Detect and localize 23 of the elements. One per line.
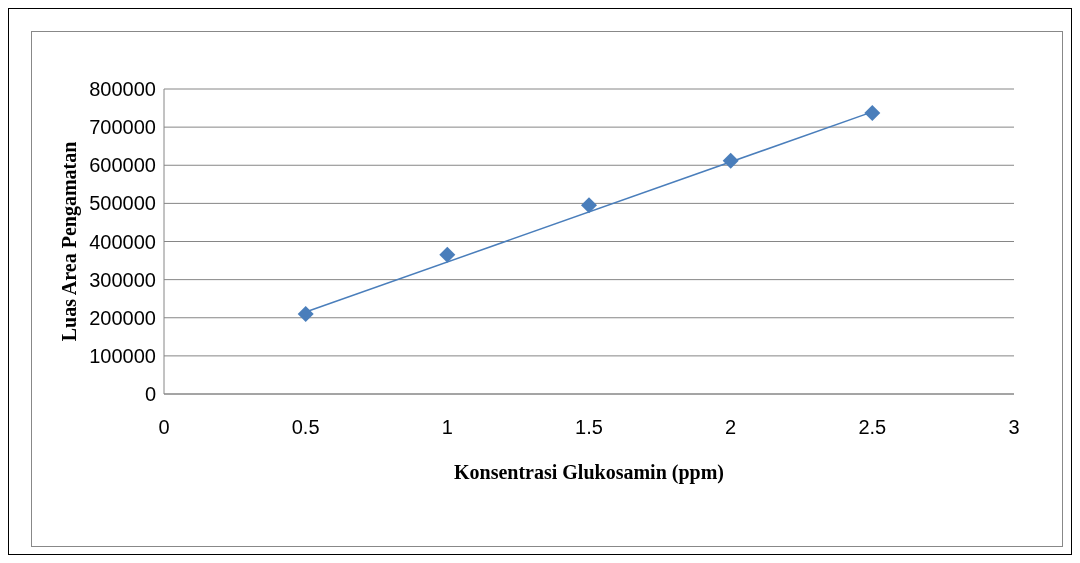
y-tick-label: 600000	[89, 154, 156, 177]
x-tick-label: 2.5	[858, 416, 887, 439]
x-tick-label: 1.5	[575, 416, 603, 439]
x-tick-label: 3	[1008, 416, 1020, 439]
y-tick-label: 100000	[89, 344, 156, 367]
x-tick-label: 2	[725, 416, 737, 439]
point	[581, 197, 597, 214]
point	[297, 305, 314, 322]
y-tick-label: 700000	[89, 116, 156, 139]
y-tick-label: 300000	[89, 268, 156, 291]
y-tick-label: 500000	[89, 192, 156, 215]
y-tick-label: 400000	[89, 230, 156, 253]
x-axis-title: Konsentrasi Glukosamin (ppm)	[453, 461, 725, 484]
y-tick-label: 200000	[89, 306, 156, 329]
point	[439, 246, 456, 263]
point	[864, 105, 881, 122]
y-tick-label: 0	[144, 383, 156, 406]
x-tick-label: 0.5	[291, 416, 320, 439]
y-tick-label: 800000	[89, 78, 156, 101]
x-tick-label: 1	[441, 416, 453, 439]
y-axis-title: Luas Area Pengamatan	[58, 141, 82, 342]
point	[722, 152, 739, 169]
x-tick-label: 0	[158, 416, 170, 439]
